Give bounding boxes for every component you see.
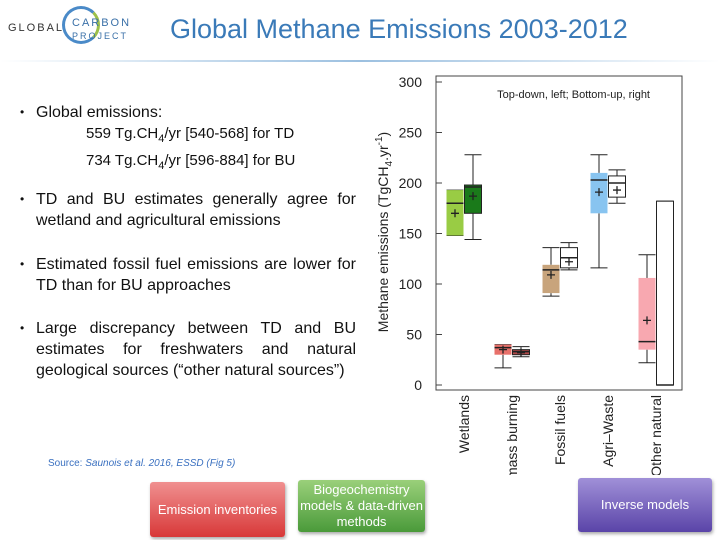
logo-text: GLOBAL (8, 22, 65, 34)
x-tick-label: Other natural (648, 395, 664, 475)
logo-ring (62, 6, 100, 44)
mean-marker (451, 209, 459, 218)
y-tick-label: 150 (399, 226, 423, 242)
mean-marker (517, 348, 525, 357)
source-ref: Saunois et al. 2016, ESSD (Fig 5) (85, 458, 236, 469)
superscript: -1 (374, 136, 385, 145)
y-tick-label: 250 (399, 125, 423, 141)
source: Source: Saunois et al. 2016, ESSD (Fig 5… (48, 458, 235, 469)
text: ) (375, 132, 391, 137)
mean-marker (613, 186, 621, 195)
button[interactable]: Emission inventories (150, 482, 285, 537)
bullet-text: Global emissions: (36, 104, 163, 121)
mean-marker (595, 188, 603, 197)
text: 559 Tg.CH (86, 125, 159, 142)
y-tick-label: 0 (414, 377, 422, 393)
mean-marker (565, 257, 573, 266)
box (638, 277, 656, 350)
text: /yr [596-884] for BU (164, 152, 296, 169)
logo-text: PROJECT (72, 31, 129, 41)
subscript: 4 (384, 160, 395, 166)
title: Global Methane Emissions 2003-2012 (170, 14, 628, 44)
bullet: TD and BU estimates generally agree for … (20, 189, 356, 231)
x-tick-label: Biomass burning (504, 395, 520, 475)
mean-marker (469, 192, 477, 201)
y-tick-label: 100 (399, 276, 423, 292)
text: Methane emissions (TgCH (375, 166, 391, 332)
logo-text: CARBON (72, 17, 132, 29)
button[interactable]: Inverse models (578, 478, 712, 532)
bullet: Large discrepancy between TD and BU esti… (20, 318, 356, 381)
bullet-line: 559 Tg.CH4/yr [540-568] for TD (86, 123, 356, 150)
y-axis-label: Methane emissions (TgCH4.yr-1) (374, 132, 395, 332)
box (656, 200, 674, 386)
mean-marker (643, 316, 651, 325)
y-tick-label: 50 (406, 327, 422, 343)
header-rule (0, 60, 720, 62)
bullet: Estimated fossil fuel emissions are lowe… (20, 254, 356, 296)
source-prefix: Source: (48, 458, 86, 469)
box (542, 264, 560, 294)
mean-marker (499, 345, 507, 354)
bullet: Global emissions: 559 Tg.CH4/yr [540-568… (20, 102, 356, 177)
subscript: 4 (158, 133, 165, 145)
y-tick-label: 300 (399, 74, 423, 90)
button[interactable]: Biogeochemistry models & data-driven met… (298, 480, 425, 532)
subscript: 4 (158, 160, 165, 172)
y-tick-label: 200 (399, 175, 423, 191)
annotation: Top-down, left; Bottom-up, right (497, 89, 650, 101)
x-tick-label: Fossil fuels (552, 395, 568, 465)
bullet-line: 734 Tg.CH4/yr [596-884] for BU (86, 150, 356, 177)
text: .yr (375, 145, 391, 161)
mean-marker (547, 270, 555, 279)
chart: Top-down, left; Bottom-up, right Methane… (374, 74, 683, 475)
text: /yr [540-568] for TD (164, 125, 295, 142)
text: 734 Tg.CH (86, 152, 159, 169)
x-tick-label: Wetlands (456, 395, 472, 453)
x-tick-label: Agri–Waste (600, 395, 616, 467)
